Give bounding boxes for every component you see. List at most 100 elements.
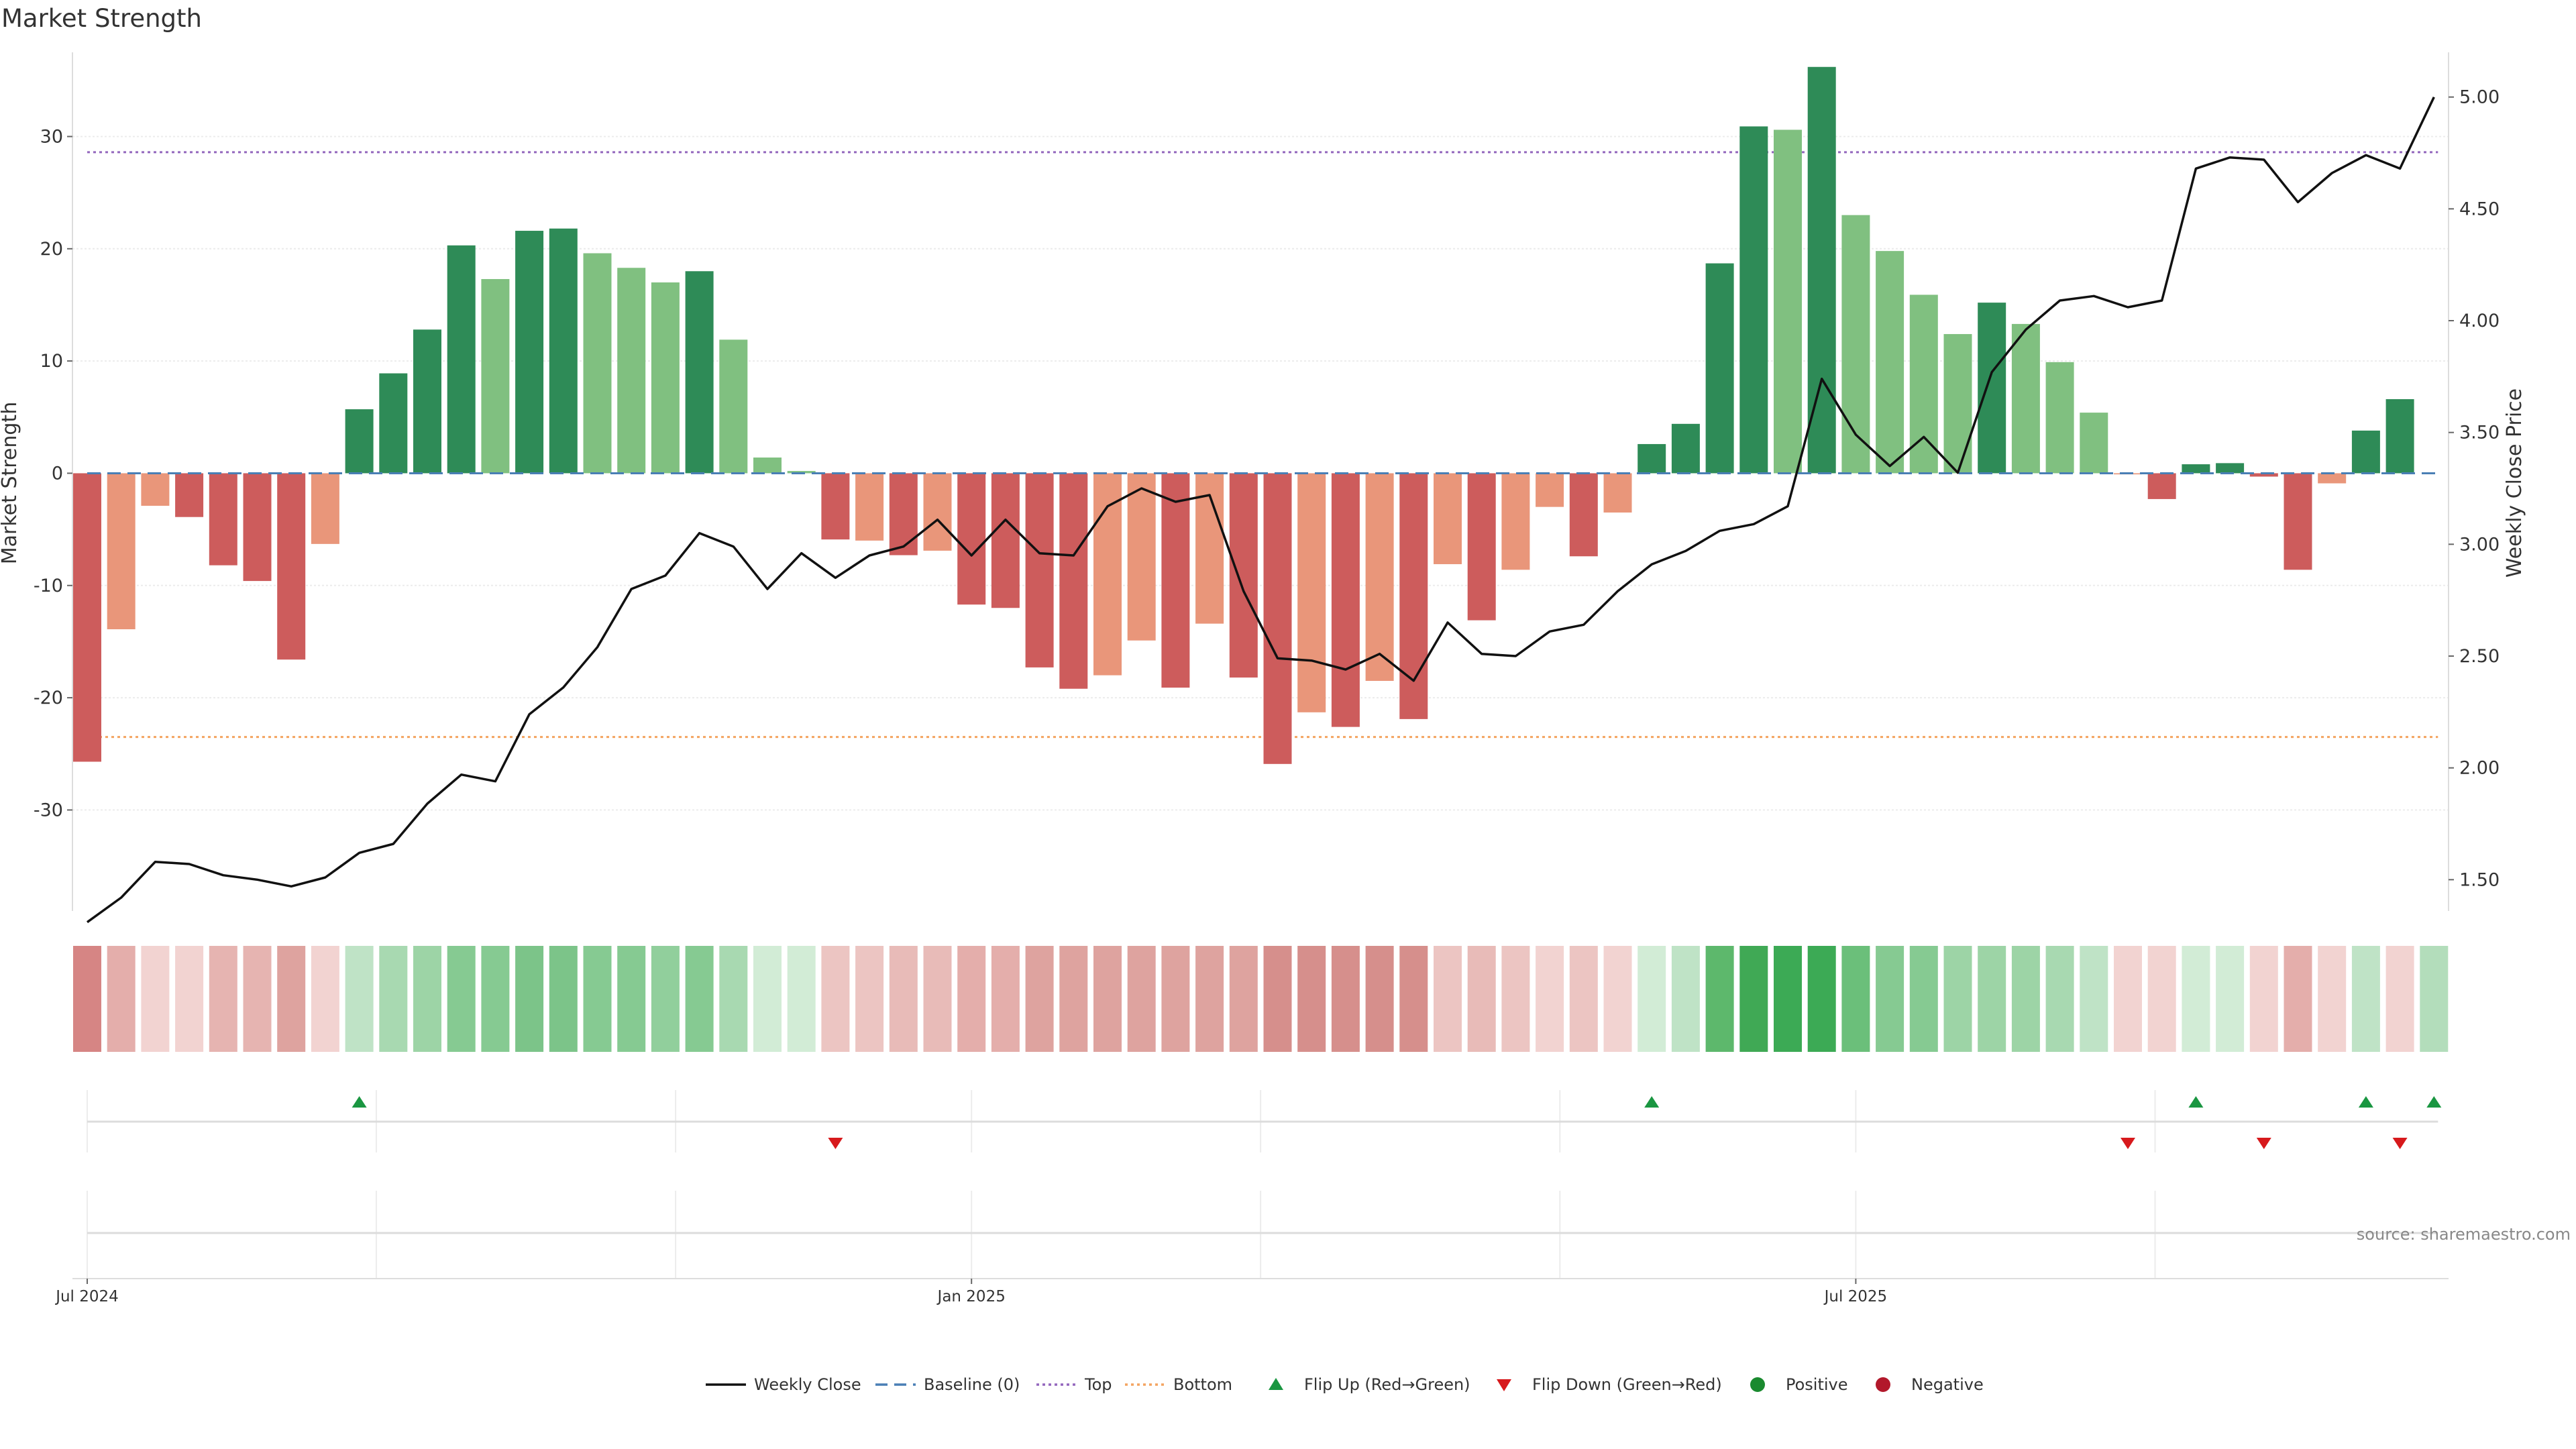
legend-item: Bottom — [1125, 1375, 1232, 1394]
heat-cell — [481, 946, 510, 1052]
heat-cell — [1536, 946, 1564, 1052]
flip-up-marker — [2188, 1096, 2204, 1108]
strength-bar — [2182, 464, 2210, 474]
strength-bar — [209, 473, 237, 566]
heat-cell — [413, 946, 441, 1052]
strength-bar — [1671, 423, 1700, 474]
strength-bar — [2249, 473, 2278, 477]
strength-bar — [821, 473, 850, 540]
heat-cell — [73, 946, 101, 1052]
flip-down-marker — [2392, 1138, 2408, 1149]
strength-bar — [175, 473, 204, 517]
heat-cell — [515, 946, 544, 1052]
strength-bar — [617, 268, 646, 474]
heat-cell — [991, 946, 1020, 1052]
heat-cell — [583, 946, 612, 1052]
y2-tick-label: 4.00 — [2459, 311, 2500, 331]
strength-bar — [753, 458, 782, 474]
x-tick-label: Jul 2024 — [54, 1288, 119, 1305]
heat-cell — [1127, 946, 1156, 1052]
legend-label: Weekly Close — [754, 1375, 861, 1394]
weekly-close-line — [86, 96, 2435, 924]
heat-cell — [685, 946, 714, 1052]
y2-tick-label: 3.00 — [2459, 534, 2500, 555]
heat-cell — [2284, 946, 2312, 1052]
heat-cell — [2147, 946, 2176, 1052]
strength-bar — [1943, 333, 1972, 474]
legend-item: Flip Down (Green→Red) — [1497, 1375, 1722, 1394]
heat-cell — [1501, 946, 1530, 1052]
strength-bar — [1093, 473, 1122, 676]
y2-axis-label: Weekly Close Price — [2503, 388, 2526, 578]
heat-cell — [379, 946, 408, 1052]
heat-cell — [2011, 946, 2040, 1052]
strength-bar — [379, 373, 408, 474]
strength-bar — [651, 282, 680, 474]
strength-bar — [2147, 473, 2176, 499]
strength-bar — [73, 473, 101, 762]
heat-cell — [787, 946, 816, 1052]
strength-bar — [1841, 215, 1870, 474]
y-tick-label: 20 — [40, 239, 63, 260]
legend-swatch-circle — [1750, 1377, 1765, 1392]
heat-cell — [107, 946, 136, 1052]
strength-bar — [1297, 473, 1326, 712]
strength-bar — [1739, 126, 1768, 474]
strength-bar — [311, 473, 339, 544]
strength-bar — [1229, 473, 1258, 678]
y2-tick-label: 5.00 — [2459, 87, 2500, 108]
heat-cell — [1603, 946, 1632, 1052]
y2-tick-label: 2.00 — [2459, 758, 2500, 779]
strength-bar — [1161, 473, 1190, 688]
strength-bar — [2080, 413, 2108, 474]
strength-bar — [2011, 323, 2040, 474]
heat-cell — [719, 946, 748, 1052]
y-tick-label: -10 — [34, 576, 63, 596]
strength-bar — [2385, 399, 2414, 474]
legend: Weekly Close Baseline (0) Top Bottom Flip Up… — [706, 1375, 1984, 1394]
legend-label: Flip Up (Red→Green) — [1304, 1375, 1470, 1394]
y2-tick-label: 4.50 — [2459, 199, 2500, 219]
heat-cell — [311, 946, 339, 1052]
flip-up-marker — [2358, 1096, 2373, 1108]
heat-cell — [1059, 946, 1088, 1052]
heat-cell — [2114, 946, 2142, 1052]
strength-heat-strip — [73, 946, 2449, 1052]
heat-cell — [243, 946, 272, 1052]
flip-up-marker — [352, 1096, 367, 1108]
x-tick-label: Jul 2025 — [1823, 1288, 1888, 1305]
strength-bar — [481, 278, 510, 474]
flip-up-marker — [2426, 1096, 2442, 1108]
strength-bar — [2351, 430, 2380, 474]
strength-bar — [447, 245, 476, 474]
flip-down-marker — [2121, 1138, 2135, 1149]
heat-cell — [1467, 946, 1496, 1052]
heat-cell — [1774, 946, 1802, 1052]
strength-bar — [515, 231, 544, 474]
strength-bar — [1569, 473, 1598, 557]
heat-cell — [2249, 946, 2278, 1052]
heat-cell — [549, 946, 578, 1052]
heat-cell — [753, 946, 782, 1052]
heat-cell — [1365, 946, 1394, 1052]
flip-up-marker — [1644, 1096, 1660, 1108]
strength-bar — [243, 473, 272, 582]
heat-cell — [1807, 946, 1836, 1052]
strength-bar — [2216, 463, 2245, 474]
strength-bar — [855, 473, 884, 541]
heat-cell — [1093, 946, 1122, 1052]
heat-cell — [1297, 946, 1326, 1052]
legend-label: Flip Down (Green→Red) — [1532, 1375, 1722, 1394]
chart-title: Market Strength — [1, 4, 202, 33]
strength-bar — [1705, 263, 1734, 474]
heat-cell — [1978, 946, 2006, 1052]
heat-cell — [345, 946, 374, 1052]
heat-cell — [1229, 946, 1258, 1052]
strength-bar — [345, 409, 374, 474]
y-tick-label: -20 — [34, 688, 63, 708]
strength-bar — [549, 228, 578, 474]
heat-cell — [821, 946, 850, 1052]
legend-label: Bottom — [1173, 1375, 1232, 1394]
heat-cell — [1943, 946, 1972, 1052]
heat-cell — [2351, 946, 2380, 1052]
